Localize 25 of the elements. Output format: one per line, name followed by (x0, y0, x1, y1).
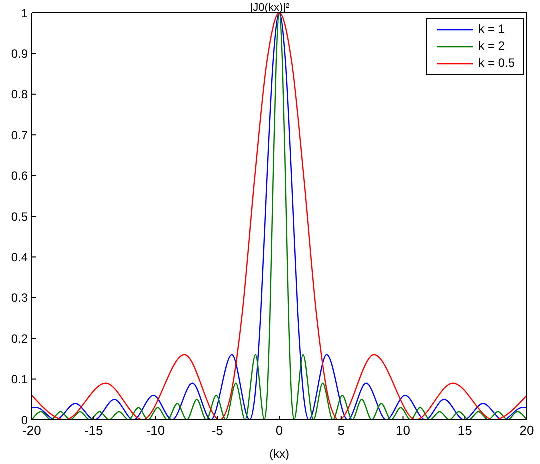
x-tick-label: 10 (396, 423, 410, 438)
x-tick-label: 5 (338, 423, 345, 438)
y-tick-label: 0.2 (11, 332, 28, 346)
y-tick-label: 1 (21, 6, 28, 20)
y-tick-label: 0.5 (11, 210, 28, 224)
y-tick-label: 0.3 (11, 291, 28, 306)
legend-label: k = 1 (478, 21, 505, 38)
y-tick-label: 0.8 (11, 88, 28, 102)
legend-label: k = 0.5 (478, 55, 515, 72)
x-tick-label: -5 (212, 423, 224, 438)
x-tick-label: 20 (520, 423, 534, 438)
line-series (32, 13, 527, 420)
x-axis-title: (kx) (270, 447, 290, 461)
y-tick-label: 0.4 (11, 250, 28, 264)
x-tick-label: -15 (84, 423, 104, 438)
legend-label: k = 2 (478, 38, 505, 55)
x-tick-label: -10 (146, 423, 166, 438)
y-tick-label: 0.1 (11, 372, 28, 387)
y-tick-label: 0.9 (11, 46, 28, 61)
y-tick-label: 0 (21, 413, 28, 428)
chart-title: |J0(kx)|² (250, 2, 290, 14)
y-tick-label: 0.6 (11, 169, 28, 184)
y-tick-label: 0.7 (11, 128, 28, 142)
x-tick-label: 0 (276, 423, 284, 438)
x-tick-label: 15 (458, 423, 472, 438)
